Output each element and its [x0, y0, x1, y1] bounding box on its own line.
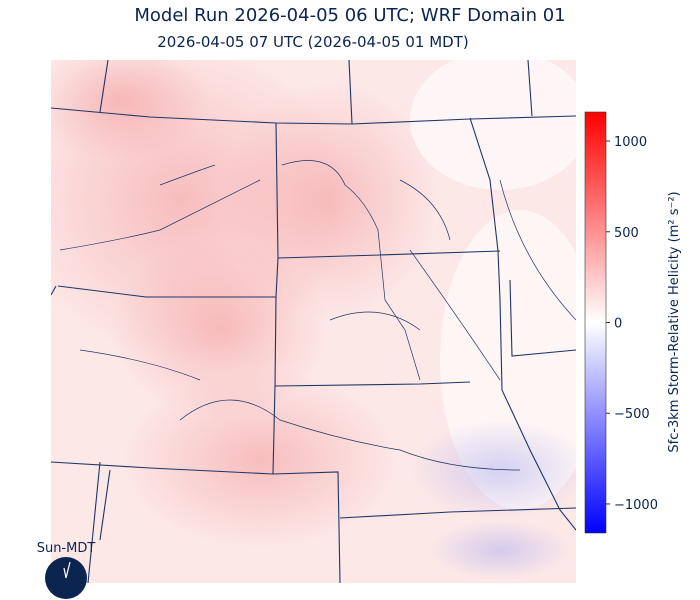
colorbar-tick-label: 0 [614, 317, 622, 332]
title: Model Run 2026-04-05 06 UTC; WRF Domain … [134, 5, 565, 26]
colorbar-tick-label: −1000 [614, 498, 658, 513]
colorbar-tick-label: 500 [614, 226, 639, 241]
clock-hand [65, 561, 71, 579]
subtitle: 2026-04-05 07 UTC (2026-04-05 01 MDT) [157, 33, 468, 51]
clock-hand [63, 567, 67, 579]
colorbar-tick-label: −500 [614, 407, 650, 422]
clock-label: Sun-MDT [37, 541, 96, 556]
colorbar-tick-label: 1000 [614, 135, 647, 150]
colorbar [585, 112, 606, 533]
map [51, 60, 576, 583]
colorbar-label: Sfc-3km Storm-Relative Helicity (m² s⁻²) [667, 191, 682, 452]
